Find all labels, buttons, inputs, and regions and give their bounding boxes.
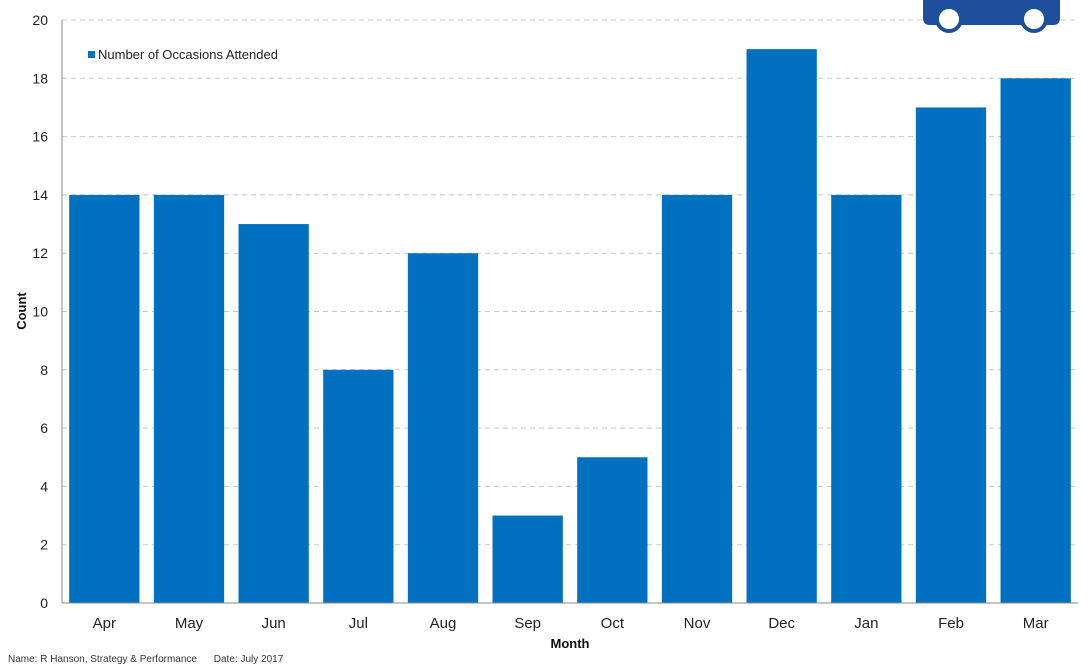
y-tick-label-6: 6	[40, 420, 48, 436]
legend-label: Number of Occasions Attended	[98, 47, 278, 62]
footer-date: Date: July 2017	[213, 654, 284, 665]
y-tick-label-12: 12	[32, 245, 48, 261]
y-tick-labels: 0 2 4 6 8 10 12 14 16 18 20	[32, 12, 48, 611]
legend-swatch	[88, 51, 95, 58]
y-axis-title: Count	[14, 292, 29, 330]
vehicle-icon	[923, 0, 1060, 33]
bar-mar	[1000, 78, 1071, 604]
x-tick-label-jan: Jan	[854, 615, 878, 632]
bar-apr	[69, 194, 140, 603]
x-tick-label-jun: Jun	[262, 615, 286, 632]
bars	[69, 49, 1071, 604]
footer-name: Name: R Hanson, Strategy & Performance	[8, 654, 197, 665]
bar-feb	[915, 107, 987, 603]
x-tick-label-aug: Aug	[430, 615, 457, 632]
bar-jun	[238, 224, 309, 604]
bar-oct	[577, 457, 648, 603]
x-tick-label-jul: Jul	[349, 615, 368, 632]
y-tick-label-4: 4	[40, 478, 48, 494]
y-tick-label-14: 14	[32, 187, 48, 203]
y-tick-label-16: 16	[32, 129, 48, 145]
vehicle-wheel-right-icon	[1020, 5, 1048, 33]
x-tick-label-mar: Mar	[1023, 615, 1049, 632]
x-tick-label-apr: Apr	[93, 615, 116, 632]
x-axis-title: Month	[551, 636, 590, 651]
y-tick-label-8: 8	[40, 362, 48, 378]
x-tick-label-feb: Feb	[938, 615, 964, 632]
bar-nov	[661, 194, 733, 603]
y-tick-label-0: 0	[40, 595, 48, 611]
bar-dec	[746, 49, 817, 603]
y-tick-label-18: 18	[32, 70, 48, 86]
x-tick-label-dec: Dec	[768, 615, 795, 632]
x-tick-label-oct: Oct	[601, 615, 625, 632]
bar-aug	[407, 253, 479, 603]
y-tick-label-2: 2	[40, 537, 48, 553]
bar-may	[153, 194, 225, 603]
y-tick-label-10: 10	[32, 304, 48, 320]
bar-jul	[323, 369, 394, 603]
x-tick-label-nov: Nov	[684, 615, 711, 632]
x-tick-label-may: May	[175, 615, 204, 632]
footer: Name: R Hanson, Strategy & Performance D…	[8, 654, 283, 665]
vehicle-wheel-left-icon	[935, 5, 963, 33]
legend: Number of Occasions Attended	[88, 47, 278, 62]
x-tick-labels: Apr May Jun Jul Aug Sep Oct Nov Dec Jan Feb Mar	[93, 615, 1049, 632]
gridlines	[62, 19, 1078, 546]
bar-jan	[831, 194, 902, 603]
bar-sep	[492, 515, 563, 603]
y-tick-label-20: 20	[32, 12, 48, 28]
x-tick-label-sep: Sep	[514, 615, 541, 632]
